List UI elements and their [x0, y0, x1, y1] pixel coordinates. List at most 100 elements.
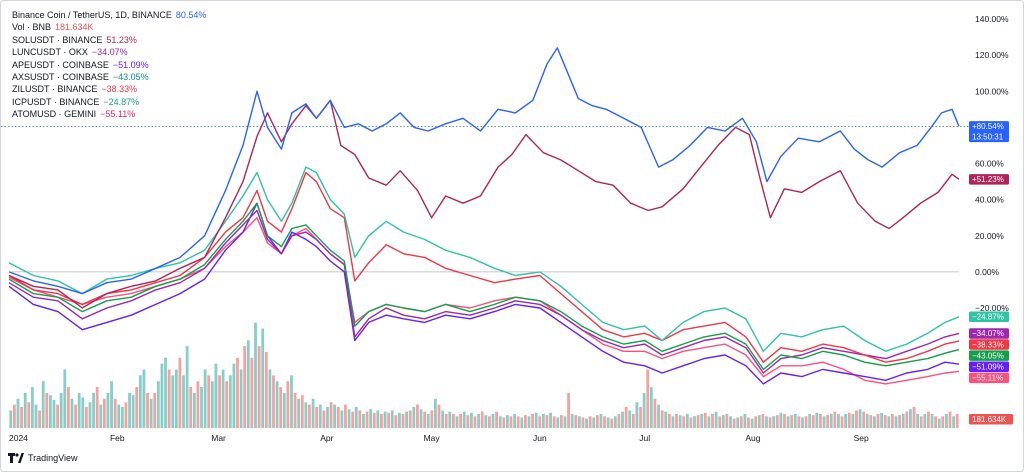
- volume-bar: [102, 398, 106, 428]
- volume-bar: [635, 402, 639, 428]
- volume-bar: [592, 417, 596, 428]
- legend-item[interactable]: ATOMUSD · GEMINI −55.11%: [12, 108, 206, 120]
- legend-item[interactable]: APEUSDT · COINBASE −51.09%: [12, 59, 206, 71]
- volume-bar: [509, 416, 513, 428]
- volume-bar: [372, 412, 376, 428]
- volume-bar: [394, 415, 398, 428]
- volume-bar: [430, 410, 434, 428]
- volume-bar: [286, 381, 290, 428]
- volume-bar: [786, 416, 790, 428]
- badge-value: −24.87%: [972, 313, 1004, 322]
- volume-bar: [477, 413, 480, 428]
- volume-bar: [599, 413, 603, 428]
- volume-bar: [664, 411, 668, 428]
- volume-bar: [585, 418, 588, 428]
- volume-bar: [272, 375, 275, 428]
- volume-bar: [232, 363, 236, 428]
- volume-bar: [534, 412, 538, 428]
- volume-bar: [297, 398, 301, 428]
- badge-value: +80.54%: [972, 122, 1004, 131]
- tradingview-watermark[interactable]: TradingView: [8, 453, 78, 463]
- legend-item[interactable]: LUNCUSDT · OKX −34.07%: [12, 46, 206, 58]
- last-value-badge: +51.23%: [969, 174, 1009, 185]
- volume-bar: [160, 363, 164, 428]
- volume-bar: [945, 413, 948, 428]
- volume-bar: [419, 409, 423, 428]
- legend-item[interactable]: Binance Coin / TetherUS, 1D, BINANCE 80.5…: [12, 9, 206, 21]
- last-value-badges: +80.54% 13:50:31 +51.23% −24.87% −34.07% −38.…: [969, 121, 1013, 425]
- volume-bar: [855, 410, 858, 428]
- volume-bar: [912, 406, 916, 428]
- volume-bar: [318, 404, 322, 428]
- volume-badge-value: 181.634K: [972, 415, 1007, 424]
- legend-item[interactable]: SOLUSDT · BINANCE 51.23%: [12, 34, 206, 46]
- volume-bar: [498, 416, 502, 428]
- volume-bar: [610, 418, 614, 428]
- volume-bar: [84, 406, 88, 428]
- volume-bar: [264, 351, 268, 428]
- badge-value: −55.11%: [972, 374, 1003, 383]
- legend-item[interactable]: AXSUSDT · COINBASE −43.05%: [12, 71, 206, 83]
- volume-bar: [603, 416, 606, 428]
- volume-bar: [358, 410, 362, 428]
- legend-item[interactable]: ZILUSDT · BINANCE −38.33%: [12, 83, 206, 95]
- legend-label: ZILUSDT · BINANCE: [12, 84, 98, 95]
- volume-bar: [829, 413, 833, 428]
- volume-bar: [768, 417, 772, 428]
- series-line-atomusd: [8, 217, 960, 385]
- volume-bar: [739, 416, 743, 428]
- y-tick-label: −20.00%: [975, 303, 1009, 313]
- volume-bar: [131, 395, 135, 428]
- volume-bar: [74, 404, 77, 428]
- volume-bar: [541, 413, 545, 428]
- volume-bar: [545, 415, 549, 428]
- volume-bar: [488, 416, 491, 428]
- volume-bar: [95, 387, 99, 428]
- volume-bar: [200, 387, 203, 428]
- x-tick-label: Jul: [639, 433, 650, 443]
- volume-bar: [905, 411, 909, 428]
- volume-bar: [462, 411, 466, 428]
- volume-bar: [210, 381, 214, 428]
- volume-bar: [743, 413, 747, 428]
- volume-bar: [869, 415, 873, 428]
- volume-bar: [182, 375, 185, 428]
- x-axis[interactable]: 2024 Feb Mar Apr May Jun Jul Aug Sep: [9, 433, 869, 443]
- y-tick-label: 120.00%: [975, 50, 1009, 60]
- volume-bar: [20, 406, 23, 428]
- legend-value: 181.634K: [55, 22, 94, 33]
- legend-label: Vol · BNB: [12, 22, 52, 33]
- badge-value: −38.33%: [972, 340, 1004, 349]
- volume-bar: [423, 411, 427, 428]
- volume-bar: [581, 417, 585, 428]
- volume-bar: [927, 411, 930, 428]
- volume-bar: [826, 415, 830, 428]
- series-line-apeusdt: [8, 202, 960, 385]
- series-line-icpusdt: [8, 166, 960, 352]
- volume-bar: [340, 410, 344, 428]
- x-tick-label: 2024: [9, 433, 28, 443]
- volume-bar: [354, 406, 358, 428]
- volume-bar: [516, 416, 520, 428]
- legend-item[interactable]: Vol · BNB 181.634K: [12, 21, 206, 33]
- volume-bar: [470, 412, 473, 428]
- volume-bar: [70, 398, 74, 428]
- volume-bar: [577, 416, 581, 428]
- volume-bar: [797, 416, 801, 428]
- volume-bar: [365, 411, 369, 428]
- last-value-badge: −51.09%: [969, 361, 1009, 372]
- volume-bar: [898, 415, 902, 428]
- volume-bar: [48, 395, 52, 428]
- volume-bar: [761, 413, 765, 428]
- volume-bar: [444, 413, 448, 428]
- volume-bar: [23, 392, 27, 428]
- volume-bar: [383, 411, 387, 428]
- volume-bar: [819, 413, 822, 428]
- volume-bar: [207, 375, 211, 428]
- legend-item[interactable]: ICPUSDT · BINANCE −24.87%: [12, 96, 206, 108]
- y-axis[interactable]: 140.00%120.00%100.00%80.00%60.00%40.00%2…: [975, 14, 1009, 313]
- volume-bar: [891, 413, 894, 428]
- volume-badge: 181.634K: [969, 414, 1013, 425]
